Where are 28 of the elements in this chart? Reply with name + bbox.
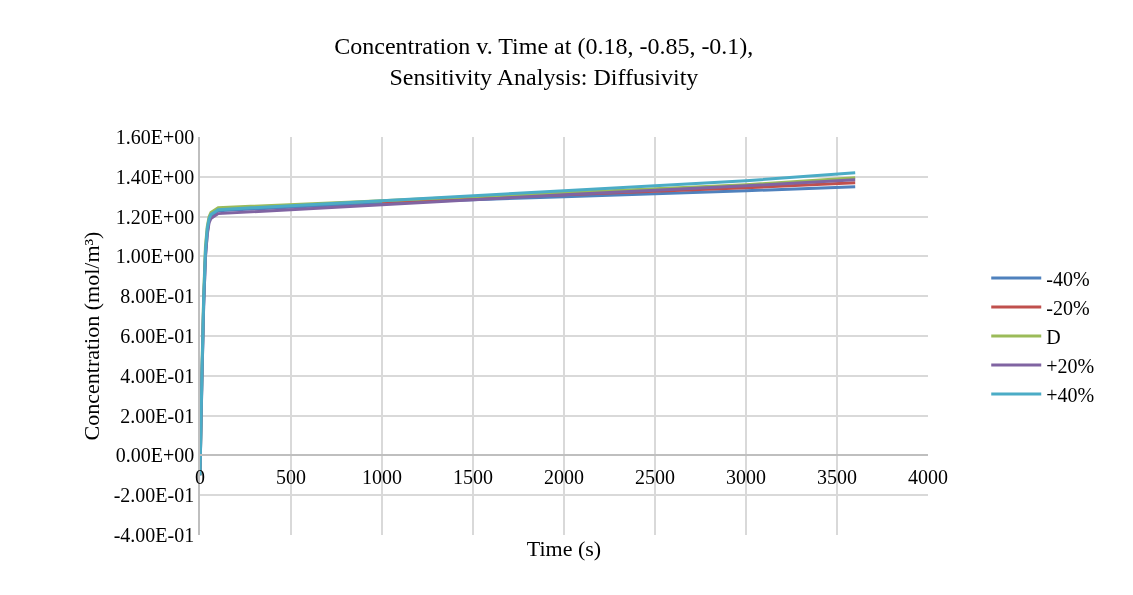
- chart-title: Concentration v. Time at (0.18, -0.85, -0.1), Sensitivity Analysis: Diffusivity: [334, 32, 754, 90]
- y-tick-label: 1.20E+00: [115, 205, 195, 228]
- legend-label: -20%: [1046, 296, 1090, 319]
- x-tick-label: 1500: [453, 466, 493, 489]
- x-tick-label: 1000: [362, 466, 402, 489]
- y-tick-label: 8.00E-01: [120, 285, 195, 308]
- legend-label: -40%: [1046, 267, 1090, 290]
- y-axis-title: Concentration (mol/m³): [79, 231, 104, 441]
- y-tick-label: 1.60E+00: [115, 126, 195, 148]
- x-tick-label: 500: [276, 466, 306, 489]
- y-tick-label: 6.00E-01: [120, 325, 195, 347]
- x-tick-label: 3000: [726, 466, 766, 489]
- legend-label: D: [1046, 325, 1061, 348]
- x-tick-label: 3500: [817, 466, 857, 489]
- y-tick-label: 2.00E-01: [120, 404, 195, 427]
- y-tick-label: -4.00E-01: [113, 524, 195, 546]
- x-tick-label: 0: [195, 466, 205, 489]
- y-tick-label: 4.00E-01: [120, 364, 195, 387]
- x-axis-title: Time (s): [526, 535, 602, 561]
- y-tick-label: 1.00E+00: [115, 245, 195, 268]
- x-tick-label: 2500: [635, 466, 675, 489]
- y-tick-label: 1.40E+00: [115, 165, 195, 188]
- x-tick-label: 4000: [908, 466, 948, 489]
- y-tick-label: 0.00E+00: [115, 444, 195, 467]
- x-tick-label: 2000: [544, 466, 584, 489]
- legend-label: +40%: [1046, 383, 1095, 406]
- legend-label: +20%: [1046, 354, 1095, 377]
- y-tick-label: -2.00E-01: [113, 484, 195, 507]
